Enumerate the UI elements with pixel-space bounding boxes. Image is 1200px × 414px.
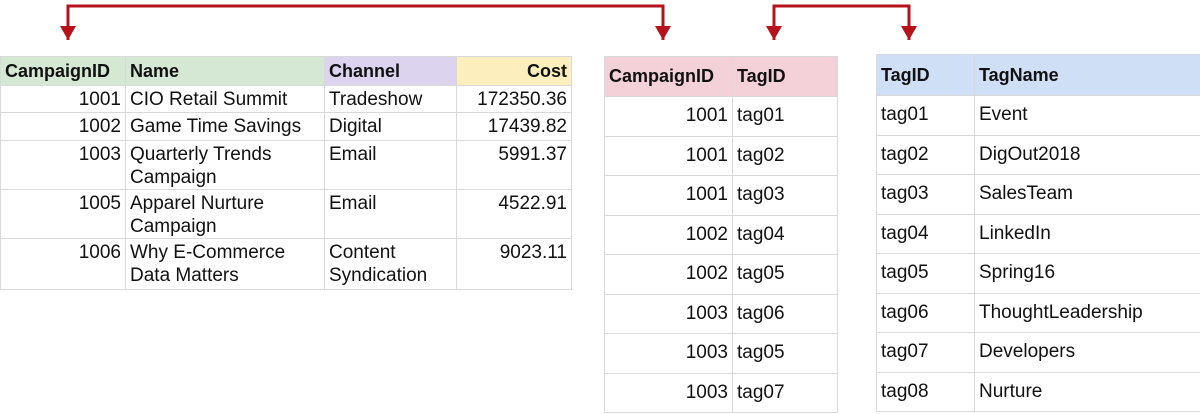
campaign-cost: 17439.82	[456, 112, 572, 141]
campaign-id: 1001	[604, 96, 733, 137]
tag-id: tag04	[732, 214, 838, 255]
campaign-cost: 5991.37	[456, 140, 572, 190]
campaign-tag-table: CampaignID TagID 1001 tag01 1001 tag02 100…	[604, 56, 838, 413]
table-row: 1002 tag04	[604, 214, 838, 255]
tag-id: tag01	[876, 95, 975, 136]
tag-id: tag04	[876, 213, 975, 254]
tag-name: Developers	[974, 332, 1200, 373]
col-channel: Channel	[324, 56, 457, 86]
tag-name: LinkedIn	[974, 213, 1200, 254]
campaign-id: 1001	[604, 175, 733, 216]
campaign-id: 1006	[0, 238, 126, 290]
table-row: tag04 LinkedIn	[876, 213, 1200, 254]
tag-name: DigOut2018	[974, 134, 1200, 175]
table-row: tag01 Event	[876, 95, 1200, 136]
arrowhead-tag-icon	[901, 26, 917, 40]
table-row: tag07 Developers	[876, 332, 1200, 373]
campaign-channel: Digital	[324, 112, 457, 141]
tag-id: tag05	[732, 254, 838, 295]
tag-table: TagID TagName tag01 Event tag02 DigOut2018…	[876, 54, 1200, 412]
relationship-arrows	[60, 4, 917, 40]
tag-id: tag05	[732, 333, 838, 374]
col-campaignid: CampaignID	[0, 56, 126, 86]
arrowhead-left-icon	[60, 26, 76, 40]
table-row: tag03 SalesTeam	[876, 174, 1200, 215]
table-row: tag02 DigOut2018	[876, 134, 1200, 175]
campaign-cost: 172350.36	[456, 85, 572, 113]
table-row: 1003 tag07	[604, 372, 838, 413]
campaign-name: Quarterly Trends Campaign	[125, 140, 325, 190]
campaign-name: Game Time Savings	[125, 112, 325, 141]
col-name: Name	[125, 56, 325, 86]
table-row: 1003 Quarterly Trends Campaign Email 599…	[0, 140, 572, 190]
campaign-id: 1005	[0, 189, 126, 239]
campaign-id: 1003	[0, 140, 126, 190]
campaign-cost: 9023.11	[456, 238, 572, 290]
campaign-channel: Tradeshow	[324, 85, 457, 113]
campaign-id: 1003	[604, 293, 733, 334]
tag-id: tag01	[732, 96, 838, 137]
campaign-table: CampaignID Name Channel Cost 1001 CIO Re…	[0, 56, 572, 290]
col-tagname: TagName	[974, 54, 1200, 96]
col-cost: Cost	[456, 56, 572, 86]
table-row: 1002 Game Time Savings Digital 17439.82	[0, 112, 572, 141]
col-tagid: TagID	[876, 54, 975, 96]
tag-id: tag06	[876, 292, 975, 333]
campaigntag-to-tag-arrow	[772, 4, 911, 40]
table-row: 1001 CIO Retail Summit Tradeshow 172350.…	[0, 85, 572, 113]
campaign-id: 1003	[604, 372, 733, 413]
tag-id: tag08	[876, 371, 975, 412]
tag-id: tag07	[876, 332, 975, 373]
table-row: 1005 Apparel Nurture Campaign Email 4522…	[0, 189, 572, 239]
campaign-tag-header-row: CampaignID TagID	[604, 56, 838, 97]
campaign-name: Apparel Nurture Campaign	[125, 189, 325, 239]
table-row: tag08 Nurture	[876, 371, 1200, 412]
table-row: 1003 tag06	[604, 293, 838, 334]
campaign-to-campaigntag-arrow	[66, 4, 665, 40]
table-row: 1006 Why E-Commerce Data Matters Content…	[0, 238, 572, 290]
campaign-cost: 4522.91	[456, 189, 572, 239]
campaign-channel: Email	[324, 140, 457, 190]
tag-id: tag03	[876, 174, 975, 215]
campaign-name: CIO Retail Summit	[125, 85, 325, 113]
tag-id: tag05	[876, 253, 975, 294]
table-row: tag06 ThoughtLeadership	[876, 292, 1200, 333]
campaign-id: 1001	[0, 85, 126, 113]
arrowhead-tagid-icon	[766, 26, 782, 40]
col-tagid: TagID	[732, 56, 838, 97]
col-campaignid: CampaignID	[604, 56, 733, 97]
tag-id: tag02	[876, 134, 975, 175]
table-row: tag05 Spring16	[876, 253, 1200, 294]
tag-id: tag06	[732, 293, 838, 334]
tag-header-row: TagID TagName	[876, 54, 1200, 96]
campaign-name: Why E-Commerce Data Matters	[125, 238, 325, 290]
campaign-id: 1003	[604, 333, 733, 374]
table-row: 1001 tag02	[604, 135, 838, 176]
tag-id: tag07	[732, 372, 838, 413]
campaign-id: 1002	[604, 254, 733, 295]
campaign-channel: Email	[324, 189, 457, 239]
table-row: 1001 tag01	[604, 96, 838, 137]
tag-id: tag03	[732, 175, 838, 216]
table-row: 1001 tag03	[604, 175, 838, 216]
campaign-id: 1001	[604, 135, 733, 176]
table-row: 1003 tag05	[604, 333, 838, 374]
tag-name: Spring16	[974, 253, 1200, 294]
arrowhead-mid-icon	[655, 26, 671, 40]
tag-name: ThoughtLeadership	[974, 292, 1200, 333]
tag-name: Nurture	[974, 371, 1200, 412]
campaign-channel: Content Syndication	[324, 238, 457, 290]
tag-id: tag02	[732, 135, 838, 176]
campaign-header-row: CampaignID Name Channel Cost	[0, 56, 572, 86]
tag-name: SalesTeam	[974, 174, 1200, 215]
tag-name: Event	[974, 95, 1200, 136]
table-row: 1002 tag05	[604, 254, 838, 295]
campaign-id: 1002	[0, 112, 126, 141]
campaign-id: 1002	[604, 214, 733, 255]
